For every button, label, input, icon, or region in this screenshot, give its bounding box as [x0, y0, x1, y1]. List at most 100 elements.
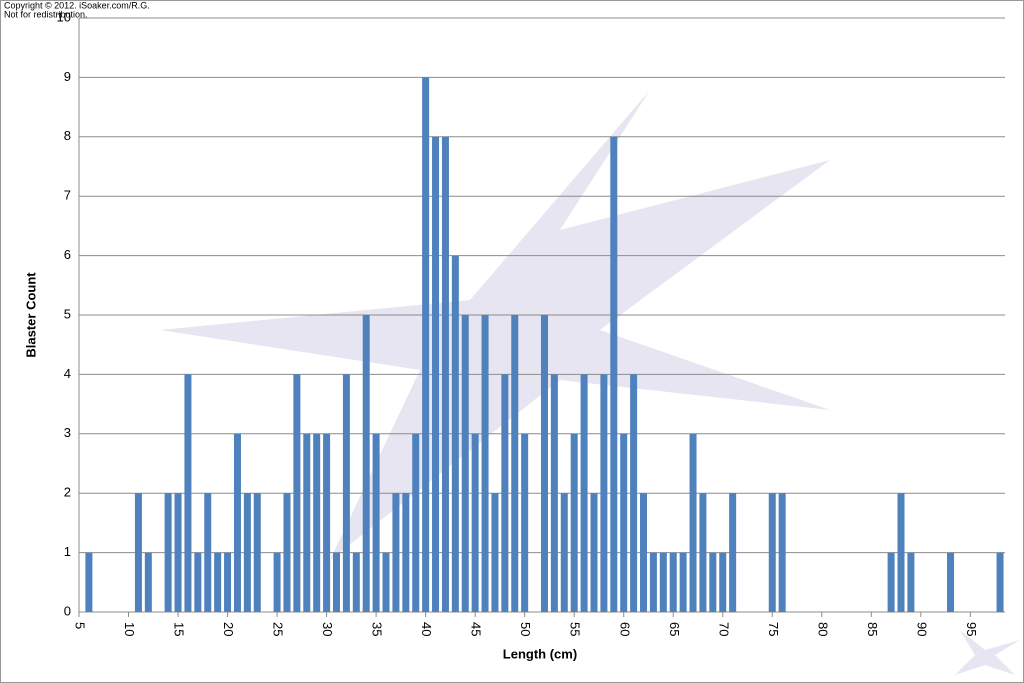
bar — [352, 552, 360, 612]
bar — [204, 493, 212, 612]
copyright-note: Not for redistribution. — [4, 9, 88, 19]
y-tick-label: 8 — [64, 128, 71, 143]
bar — [362, 315, 370, 612]
x-tick-label: 10 — [122, 622, 137, 636]
bar — [996, 552, 1004, 612]
bar — [580, 374, 588, 612]
x-tick-label: 55 — [568, 622, 583, 636]
bar — [323, 433, 331, 612]
logo-star — [955, 630, 1020, 675]
bar — [649, 552, 657, 612]
bar — [461, 315, 469, 612]
bar — [313, 433, 321, 612]
bar — [521, 433, 529, 612]
bar — [471, 433, 479, 612]
bar — [540, 315, 548, 612]
bar — [719, 552, 727, 612]
copyright: Copyright © 2012. iSoaker.com/R.G. — [4, 0, 150, 10]
y-tick-label: 0 — [64, 603, 71, 618]
bar — [233, 433, 241, 612]
x-tick-label: 90 — [914, 622, 929, 636]
bar — [402, 493, 410, 612]
x-tick-label: 70 — [716, 622, 731, 636]
bar — [273, 552, 281, 612]
bar — [253, 493, 261, 612]
bar — [372, 433, 380, 612]
y-tick-label: 3 — [64, 425, 71, 440]
bar — [134, 493, 142, 612]
watermark-star — [160, 90, 830, 560]
bar — [887, 552, 895, 612]
x-tick-label: 35 — [370, 622, 385, 636]
watermark — [160, 90, 1020, 675]
bar — [610, 136, 618, 613]
bar — [441, 136, 449, 613]
x-tick-label: 45 — [469, 622, 484, 636]
bar — [768, 493, 776, 612]
bar — [392, 493, 400, 612]
bar — [481, 315, 489, 612]
bar — [907, 552, 915, 612]
x-tick-label: 85 — [865, 622, 880, 636]
y-tick-label: 9 — [64, 69, 71, 84]
bar — [283, 493, 291, 612]
bar — [778, 493, 786, 612]
y-tick-label: 6 — [64, 247, 71, 262]
bar — [669, 552, 677, 612]
bar — [600, 374, 608, 612]
y-tick-label: 4 — [64, 366, 71, 381]
x-tick-label: 95 — [964, 622, 979, 636]
bar — [560, 493, 568, 612]
bar — [342, 374, 350, 612]
x-tick-label: 25 — [271, 622, 286, 636]
y-tick-label: 10 — [57, 9, 71, 24]
bar — [630, 374, 638, 612]
bar — [214, 552, 222, 612]
bar — [412, 433, 420, 612]
bar — [243, 493, 251, 612]
bar — [620, 433, 628, 612]
bar — [570, 433, 578, 612]
bar — [659, 552, 667, 612]
bar — [422, 77, 430, 612]
bar — [332, 552, 340, 612]
bar — [432, 136, 440, 613]
bar — [85, 552, 93, 612]
x-tick-label: 15 — [172, 622, 187, 636]
bar — [293, 374, 301, 612]
bar — [501, 374, 509, 612]
bar — [194, 552, 202, 612]
x-tick-label: 30 — [320, 622, 335, 636]
x-tick-label: 40 — [419, 622, 434, 636]
y-tick-label: 1 — [64, 544, 71, 559]
x-tick-label: 5 — [73, 622, 88, 629]
bar — [729, 493, 737, 612]
bar — [590, 493, 598, 612]
bar — [164, 493, 172, 612]
y-axis-title: Blaster Count — [23, 272, 38, 358]
bar — [144, 552, 152, 612]
bar — [491, 493, 499, 612]
x-axis-title: Length (cm) — [503, 646, 577, 661]
x-tick-label: 50 — [518, 622, 533, 636]
bar — [709, 552, 717, 612]
x-tick-label: 80 — [815, 622, 830, 636]
x-tick-label: 75 — [766, 622, 781, 636]
bar — [699, 493, 707, 612]
bar — [174, 493, 182, 612]
bar — [303, 433, 311, 612]
bar — [451, 255, 459, 612]
bar — [224, 552, 232, 612]
bar — [550, 374, 558, 612]
bar — [511, 315, 519, 612]
bar — [897, 493, 905, 612]
bar — [640, 493, 648, 612]
x-tick-label: 65 — [667, 622, 682, 636]
bar — [689, 433, 697, 612]
bar — [184, 374, 192, 612]
bar — [382, 552, 390, 612]
bar — [947, 552, 955, 612]
x-tick-label: 20 — [221, 622, 236, 636]
y-tick-label: 5 — [64, 306, 71, 321]
